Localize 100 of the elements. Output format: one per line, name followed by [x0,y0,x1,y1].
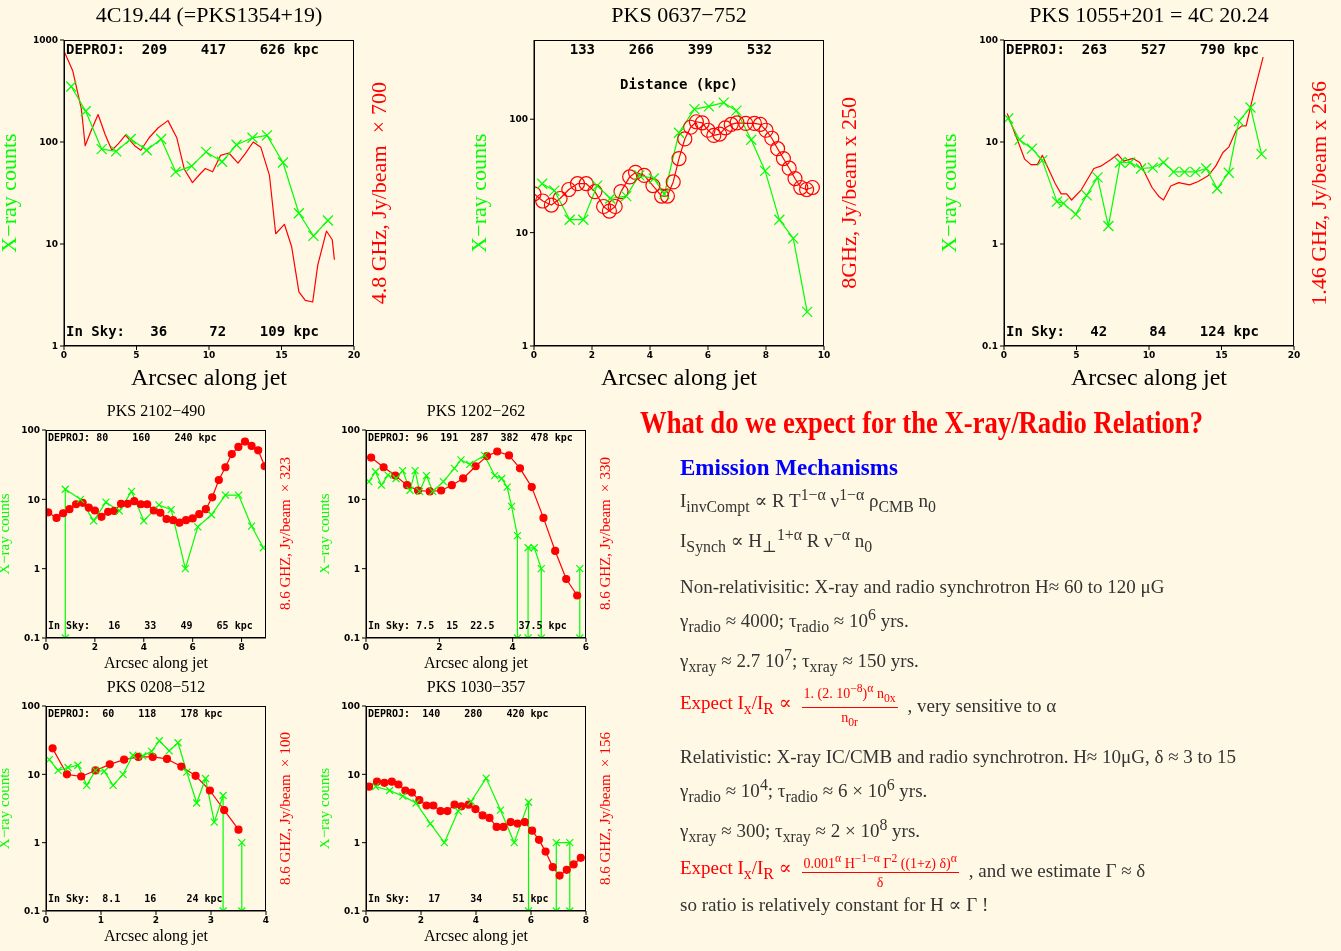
y-tick-label: 100 [341,425,360,436]
y-tick-label: 1000 [32,35,58,46]
point [543,197,559,213]
point [169,516,178,525]
point [515,464,525,473]
point [575,564,584,573]
x-tick-label: 15 [275,350,288,361]
point [787,170,803,187]
x-tick-label: 0 [1000,350,1008,361]
point [247,441,256,450]
chart-title: PKS 1202−262 [425,402,527,420]
point [578,176,594,192]
text: 1. (2. 10$^{−8}$)$^{α}$ n$_{0x}$ [803,682,896,705]
chart-title: PKS 2102−490 [105,402,207,420]
point [407,788,417,797]
annotation: DEPROJ: 96 191 287 382 478 kpc [368,432,574,443]
annotation: DEPROJ: 209 417 626 kpc [66,41,320,58]
point [1013,134,1026,146]
point [548,184,560,197]
point [482,774,491,783]
chart-title: PKS 1055+201 = 4C 20.24 [1028,2,1270,28]
point [703,100,715,112]
y-tick-label: 100 [509,114,528,125]
point [277,156,289,169]
point [162,514,171,524]
point [307,230,319,242]
point [205,786,214,795]
point [804,179,820,196]
point [604,192,616,205]
text: , and we estimate Γ ≈ δ [968,858,1146,883]
point [770,141,786,157]
point [170,166,182,178]
point [156,508,165,517]
point [192,798,201,808]
point [493,447,502,456]
point [613,184,629,200]
point [1070,208,1082,221]
y-tick-label: 100 [39,137,58,148]
text: δ [876,874,884,890]
y2-axis-title: 1.46 GHz, Jy/beam x 236 [1306,80,1332,306]
point [383,470,393,480]
point [165,746,174,756]
point [220,805,229,815]
y-tick-label: 100 [341,701,360,712]
x-tick-label: 10 [817,350,831,361]
x-tick-label: 2 [588,350,596,361]
y-axis-title: X−ray counts [0,133,21,253]
x-tick-label: 2 [436,642,443,653]
x-axis-title: Arcsec along jet [423,654,529,672]
x-tick-label: 20 [347,350,361,361]
point [201,774,210,783]
point [539,513,548,522]
point [513,819,522,828]
point [123,499,132,508]
point [177,762,186,771]
point [700,122,716,138]
y2-axis-title: 8.6 GHZ, Jy/beam ×156 [596,731,614,886]
point [576,853,585,862]
point [322,214,334,227]
point [1102,220,1114,232]
point [758,122,774,138]
point [688,114,704,130]
x-tick-label: 0 [362,642,370,653]
point [48,744,57,753]
point [683,119,699,135]
point [97,512,106,521]
point [101,498,110,507]
point [552,190,568,207]
x-tick-label: 6 [189,642,196,653]
x-axis-title: Arcsec along jet [130,364,288,391]
point [110,145,122,157]
y-tick-label: 0.1 [344,906,360,917]
x-tick-label: 10 [202,350,216,361]
point [125,133,137,145]
point [478,811,487,820]
point [105,760,114,769]
point [1091,171,1104,183]
chart-title: PKS 0208−512 [105,678,207,696]
x-tick-label: 10 [1142,350,1156,361]
point [175,518,184,527]
point [401,786,410,795]
point [367,453,376,462]
point [1255,148,1268,160]
x-tick-label: 2 [152,915,160,926]
point [665,174,681,190]
point [485,813,494,823]
point [450,464,459,473]
point [240,437,250,446]
point [379,463,388,472]
point [65,80,77,93]
point [219,791,228,800]
point [775,150,791,167]
point [573,591,582,600]
point [385,786,394,795]
text: Expect I$_{x}$/I$_{R}$ ∝ [680,691,792,719]
point [195,510,204,519]
point [718,97,730,109]
point [471,462,480,471]
point [773,214,785,226]
point [471,804,480,814]
